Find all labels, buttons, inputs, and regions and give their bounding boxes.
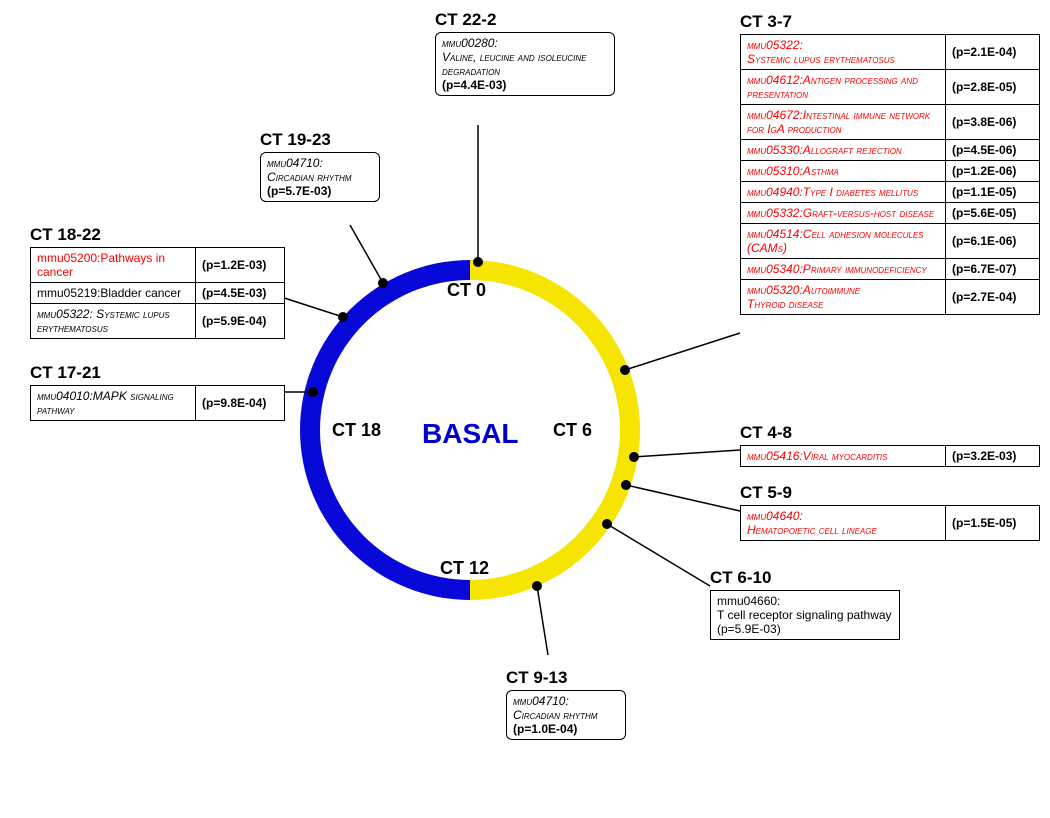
ct6-label: CT 6 bbox=[553, 420, 592, 441]
ct4-8-table: mmu05416:Viral myocarditis (p=3.2E-03) bbox=[740, 445, 1040, 467]
ct9-13-p: (p=1.0E-04) bbox=[513, 722, 619, 736]
table-row: mmu04940:Type I diabetes mellitus(p=1.1E… bbox=[741, 182, 1040, 203]
table-row: mmu05219:Bladder cancer (p=4.5E-03) bbox=[31, 283, 285, 304]
ct6-10-p: (p=5.9E-03) bbox=[717, 622, 893, 636]
ct6-10-title: CT 6-10 bbox=[710, 568, 771, 588]
table-row: mmu05340:Primary immunodeficiency(p=6.7E… bbox=[741, 259, 1040, 280]
ct19-23-title: CT 19-23 bbox=[260, 130, 331, 150]
diagram-canvas: BASAL CT 0 CT 6 CT 12 CT 18 CT 22-2 mmu0… bbox=[0, 0, 1050, 818]
ct22-2-box: mmu00280: Valine, leucine and isoleucine… bbox=[435, 32, 615, 96]
table-row: mmu04672:Intestinal immune network for I… bbox=[741, 105, 1040, 140]
table-row: mmu04514:Cell adhesion molecules (CAMs)(… bbox=[741, 224, 1040, 259]
ct9-13-title: CT 9-13 bbox=[506, 668, 567, 688]
ct22-2-desc: mmu00280: Valine, leucine and isoleucine… bbox=[442, 36, 608, 78]
ct4-8-title: CT 4-8 bbox=[740, 423, 792, 443]
ct18-label: CT 18 bbox=[332, 420, 381, 441]
ct9-13-box: mmu04710: Circadian rhythm (p=1.0E-04) bbox=[506, 690, 626, 740]
table-row: mmu04010:MAPK signaling pathway (p=9.8E-… bbox=[31, 386, 285, 421]
table-row: mmu04612:Antigen processing and presenta… bbox=[741, 70, 1040, 105]
table-row: mmu05330:Allograft rejection(p=4.5E-06) bbox=[741, 140, 1040, 161]
table-row: mmu05332:Graft-versus-host disease(p=5.6… bbox=[741, 203, 1040, 224]
ct5-9-title: CT 5-9 bbox=[740, 483, 792, 503]
table-row: mmu05200:Pathways in cancer (p=1.2E-03) bbox=[31, 248, 285, 283]
table-row: mmu04640: Hematopoietic cell lineage (p=… bbox=[741, 506, 1040, 541]
table-row: mmu05320:Autoimmune Thyroid disease(p=2.… bbox=[741, 280, 1040, 315]
ct6-10-desc: mmu04660: T cell receptor signaling path… bbox=[717, 594, 893, 622]
ct17-21-table: mmu04010:MAPK signaling pathway (p=9.8E-… bbox=[30, 385, 285, 421]
ct22-2-title: CT 22-2 bbox=[435, 10, 496, 30]
table-row: mmu05322: Systemic lupus erythematosus (… bbox=[31, 304, 285, 339]
table-row: mmu05322: Systemic lupus erythematosus(p… bbox=[741, 35, 1040, 70]
ct9-13-desc: mmu04710: Circadian rhythm bbox=[513, 694, 619, 722]
ct19-23-p: (p=5.7E-03) bbox=[267, 184, 373, 198]
ct19-23-box: mmu04710: Circadian rhythm (p=5.7E-03) bbox=[260, 152, 380, 202]
ct3-7-table: mmu05322: Systemic lupus erythematosus(p… bbox=[740, 34, 1040, 315]
table-row: mmu05416:Viral myocarditis (p=3.2E-03) bbox=[741, 446, 1040, 467]
ct5-9-table: mmu04640: Hematopoietic cell lineage (p=… bbox=[740, 505, 1040, 541]
table-row: mmu05310:Asthma(p=1.2E-06) bbox=[741, 161, 1040, 182]
ct18-22-title: CT 18-22 bbox=[30, 225, 101, 245]
ct3-7-title: CT 3-7 bbox=[740, 12, 792, 32]
ct22-2-p: (p=4.4E-03) bbox=[442, 78, 608, 92]
ct12-label: CT 12 bbox=[440, 558, 489, 579]
ct6-10-box: mmu04660: T cell receptor signaling path… bbox=[710, 590, 900, 640]
center-basal-label: BASAL bbox=[422, 418, 518, 450]
ct19-23-desc: mmu04710: Circadian rhythm bbox=[267, 156, 373, 184]
ct17-21-title: CT 17-21 bbox=[30, 363, 101, 383]
ct18-22-table: mmu05200:Pathways in cancer (p=1.2E-03) … bbox=[30, 247, 285, 339]
ct0-label: CT 0 bbox=[447, 280, 486, 301]
